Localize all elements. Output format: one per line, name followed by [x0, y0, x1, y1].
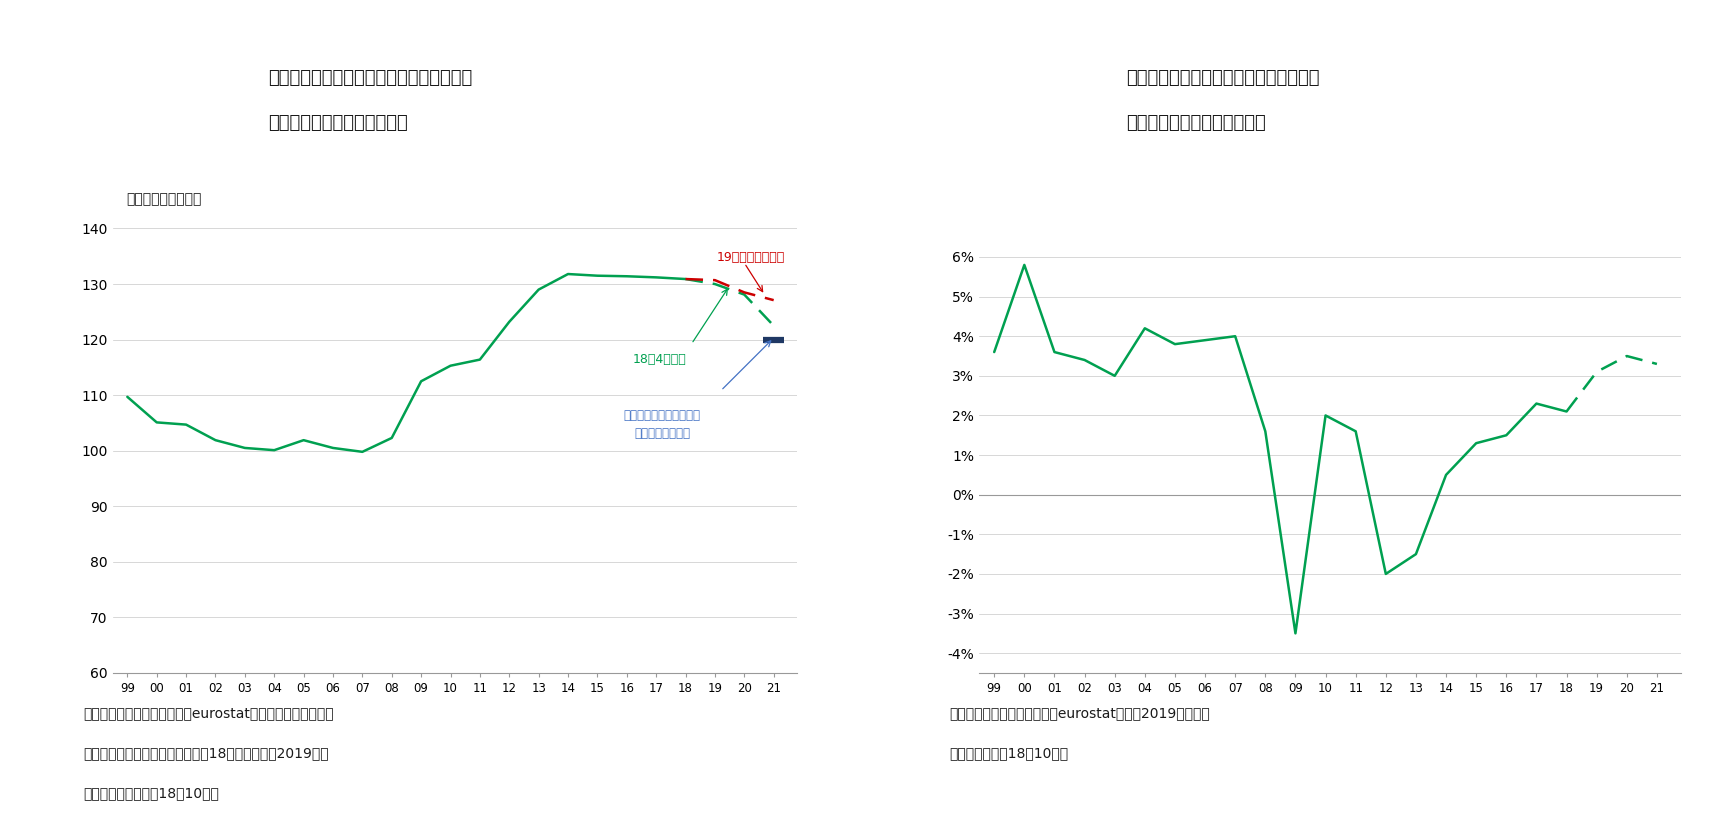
Text: 定予算案」（18年10月）: 定予算案」（18年10月） [83, 787, 218, 801]
Text: 算案」（18年10月）: 算案」（18年10月） [949, 747, 1069, 761]
Text: （資料）欧州委員会統計局（eurostat）、「2019年暫定予: （資料）欧州委員会統計局（eurostat）、「2019年暫定予 [949, 706, 1209, 721]
Text: 19年度暫定予算案: 19年度暫定予算案 [715, 251, 785, 264]
Text: １９年度暫定予算案の見通し: １９年度暫定予算案の見通し [268, 114, 409, 132]
Text: （名目ＧＤＰ比％）: （名目ＧＤＰ比％） [126, 192, 201, 206]
Text: 18年4月計画: 18年4月計画 [632, 353, 686, 365]
Text: 政省「安定プログラム」（18年４月）、「2019年暫: 政省「安定プログラム」（18年４月）、「2019年暫 [83, 747, 329, 761]
Text: 債務削減ルールが求める
２１年時点の水準: 債務削減ルールが求める ２１年時点の水準 [624, 409, 700, 440]
Text: １９年度暫定予算案の見通し: １９年度暫定予算案の見通し [1126, 114, 1266, 132]
Text: 図表２　イタリアの名目ＧＤＰの実績と: 図表２ イタリアの名目ＧＤＰの実績と [1126, 69, 1320, 87]
Text: 図表１　イタリアの政府債務残高の推移と: 図表１ イタリアの政府債務残高の推移と [268, 69, 473, 87]
Text: （資料）欧州委員会統計局（eurostat）、イタリア経済・財: （資料）欧州委員会統計局（eurostat）、イタリア経済・財 [83, 706, 334, 721]
